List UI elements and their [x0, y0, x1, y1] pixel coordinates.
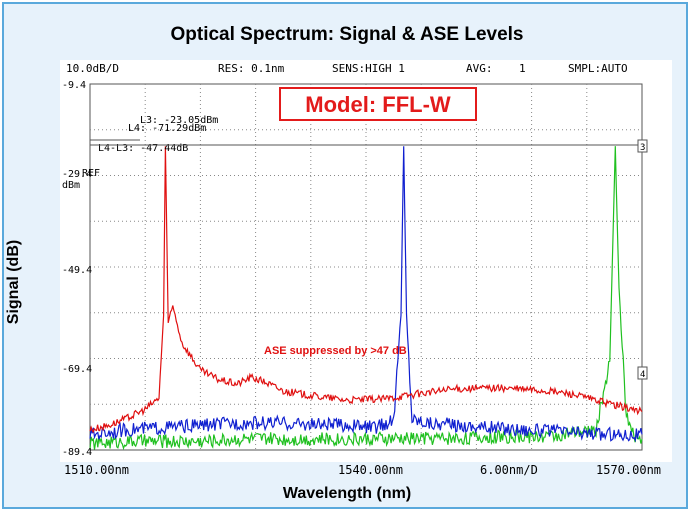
x-center-label: 1540.00nm — [338, 463, 403, 477]
osa-smpl: SMPL:AUTO — [568, 62, 628, 75]
marker-flag-3-label: 3 — [640, 143, 645, 153]
traces — [89, 146, 643, 451]
osa-avg: AVG: 1 — [466, 62, 526, 75]
ref-unit: dBm — [62, 180, 80, 191]
ref-label: REF — [82, 168, 100, 179]
marker-flag-3 — [637, 139, 648, 153]
y-tick-label: -49.4 — [62, 265, 92, 276]
x-left-label: 1510.00nm — [64, 463, 129, 477]
model-badge — [279, 87, 477, 121]
series-line-red — [89, 146, 643, 434]
y-tick-label: -9.4 — [62, 80, 86, 91]
x-div-label: 6.00nm/D — [480, 463, 538, 477]
x-right-label: 1570.00nm — [596, 463, 661, 477]
marker-flag-4-label: 4 — [640, 370, 645, 380]
x-axis-label: Wavelength (nm) — [282, 485, 412, 502]
marker-diff: L4-L3: -47.44dB — [98, 143, 188, 154]
series-line-blue — [89, 146, 643, 443]
marker-l4: L4: -71.29dBm — [128, 123, 206, 134]
ase-note: ASE suppressed by >47 dB — [264, 345, 407, 357]
y-tick-label: -69.4 — [62, 364, 92, 375]
osa-scale: 10.0dB/D — [66, 62, 119, 75]
y-tick-label: -89.4 — [62, 447, 92, 458]
osa-sens: SENS:HIGH 1 — [332, 62, 405, 75]
osa-res: RES: 0.1nm — [218, 62, 285, 75]
chart-title: Optical Spectrum: Signal & ASE Levels — [170, 24, 524, 45]
y-tick-label: -29.4 — [62, 169, 92, 180]
model-badge-text: Model: FFL-W — [305, 92, 451, 117]
marker-l3: L3: -23.05dBm — [140, 115, 218, 126]
marker-flag-4 — [637, 366, 648, 380]
